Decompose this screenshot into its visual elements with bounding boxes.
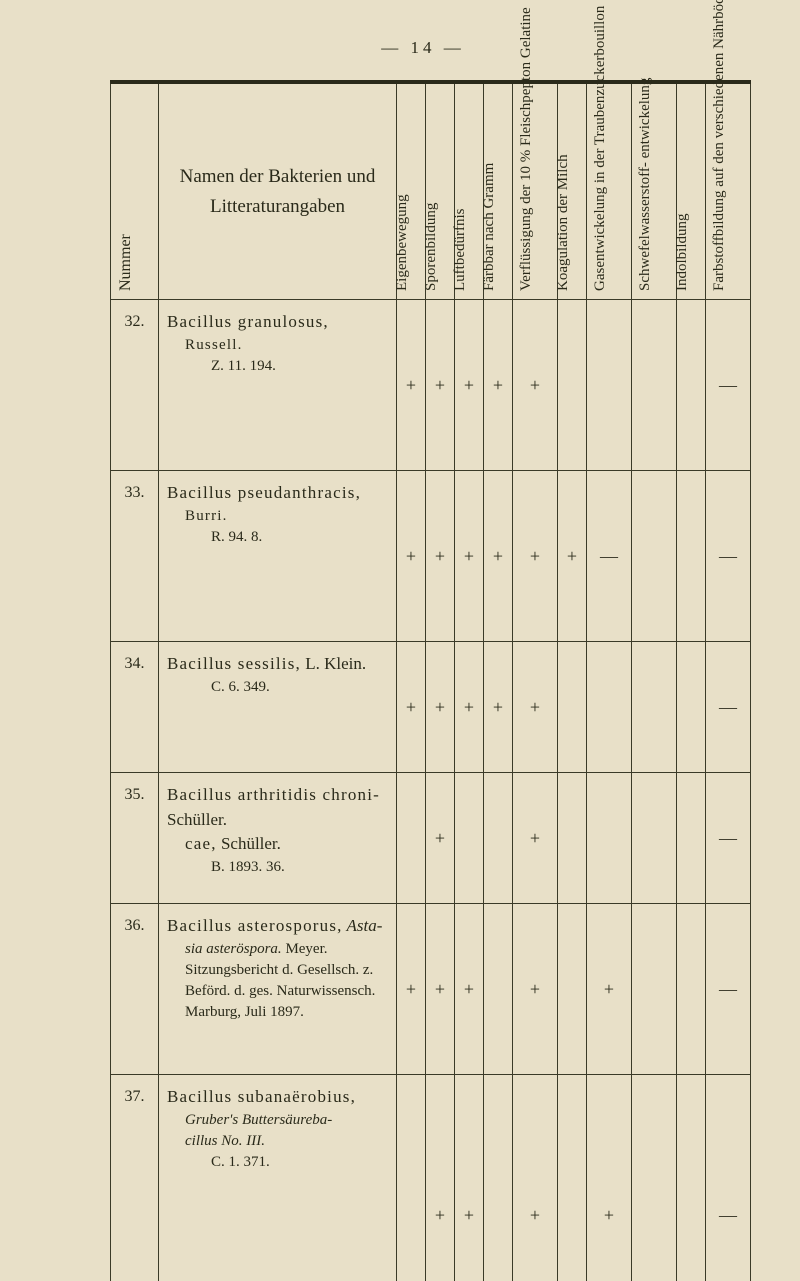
mark-cell: + [513,471,558,642]
col-rot-5: Koagulation der Milch [558,82,587,300]
col-rot-3: Färbbar nach Gramm [484,82,513,300]
mark-cell [397,1075,426,1281]
col-namen-line1: Namen der Bakterien und [180,166,376,187]
mark-cell [397,773,426,904]
row-number: 33. [111,471,159,642]
row-name: Bacillus granulosus,Russell.Z. 11. 194. [159,300,397,471]
row-name: Bacillus subanaërobius,Gruber's Buttersä… [159,1075,397,1281]
col-rot-4: Verflüssigung der 10 % Fleischpepton Gel… [513,82,558,300]
mark-cell: — [706,300,751,471]
page-number: 14 [110,38,736,58]
mark-cell [632,773,677,904]
mark-cell: — [706,904,751,1075]
mark-cell: + [397,300,426,471]
table-row: 32.Bacillus granulosus,Russell.Z. 11. 19… [111,300,751,471]
mark-cell: + [455,300,484,471]
mark-cell: + [397,642,426,773]
mark-cell [632,642,677,773]
row-number: 34. [111,642,159,773]
col-nummer-label: Nummer [117,234,135,291]
mark-cell: + [455,642,484,773]
table-row: 36.Bacillus asterosporus, Asta-sia aster… [111,904,751,1075]
mark-cell [677,300,706,471]
col-rot-8: Indolbildung [677,82,706,300]
row-number: 32. [111,300,159,471]
mark-cell: — [706,773,751,904]
table-head: Nummer Namen der Bakterien und Litteratu… [111,82,751,300]
mark-cell [677,904,706,1075]
mark-cell: — [706,642,751,773]
table-row: 35.Bacillus arthritidis chroni- Schüller… [111,773,751,904]
mark-cell [484,773,513,904]
row-name: Bacillus pseudanthracis,Burri.R. 94. 8. [159,471,397,642]
mark-cell: + [426,642,455,773]
col-rot-0: Eigenbewegung [397,82,426,300]
mark-cell: + [587,1075,632,1281]
mark-cell: + [455,904,484,1075]
mark-cell: + [426,904,455,1075]
mark-cell: + [455,471,484,642]
mark-cell: + [426,471,455,642]
mark-cell [455,773,484,904]
mark-cell [632,471,677,642]
mark-cell [558,773,587,904]
mark-cell: + [397,904,426,1075]
mark-cell: + [484,642,513,773]
table-row: 33.Bacillus pseudanthracis,Burri.R. 94. … [111,471,751,642]
row-number: 35. [111,773,159,904]
mark-cell [632,300,677,471]
mark-cell: + [587,904,632,1075]
col-rot-2: Luftbedürfnis [455,82,484,300]
mark-cell: — [706,1075,751,1281]
col-rot-1: Sporenbildung [426,82,455,300]
row-name: Bacillus asterosporus, Asta-sia asterösp… [159,904,397,1075]
mark-cell: + [513,300,558,471]
mark-cell: + [426,300,455,471]
col-namen: Namen der Bakterien und Litteraturangabe… [159,82,397,300]
table-row: 37.Bacillus subanaërobius,Gruber's Butte… [111,1075,751,1281]
mark-cell [677,773,706,904]
mark-cell [558,904,587,1075]
mark-cell [677,471,706,642]
row-name: Bacillus sessilis, L. Klein.C. 6. 349. [159,642,397,773]
mark-cell [558,1075,587,1281]
table-row: 34.Bacillus sessilis, L. Klein.C. 6. 349… [111,642,751,773]
col-namen-line2: Litteraturangaben [210,196,345,217]
bacteria-table: Nummer Namen der Bakterien und Litteratu… [110,80,751,1281]
mark-cell: + [426,1075,455,1281]
mark-cell [587,300,632,471]
mark-cell: + [513,1075,558,1281]
mark-cell: + [484,471,513,642]
mark-cell: + [397,471,426,642]
row-number: 36. [111,904,159,1075]
mark-cell [587,642,632,773]
col-rot-6: Gasentwickelung in der Traubenzuckerboui… [587,82,632,300]
mark-cell: + [426,773,455,904]
mark-cell [677,1075,706,1281]
mark-cell [484,904,513,1075]
col-nummer: Nummer [111,82,159,300]
col-rot-9: Farbstoffbildung auf den verschiedenen N… [706,82,751,300]
mark-cell: + [558,471,587,642]
mark-cell [677,642,706,773]
mark-cell [632,904,677,1075]
table-body: 32.Bacillus granulosus,Russell.Z. 11. 19… [111,300,751,1281]
mark-cell: + [455,1075,484,1281]
mark-cell: + [484,300,513,471]
mark-cell [558,300,587,471]
mark-cell [587,773,632,904]
row-number: 37. [111,1075,159,1281]
mark-cell: + [513,904,558,1075]
mark-cell [558,642,587,773]
mark-cell: — [706,471,751,642]
mark-cell: — [587,471,632,642]
mark-cell: + [513,642,558,773]
page: 14 Nummer Namen der Bakterien und Litter… [0,0,800,1281]
mark-cell: + [513,773,558,904]
mark-cell [632,1075,677,1281]
row-name: Bacillus arthritidis chroni- Schüller.ca… [159,773,397,904]
mark-cell [484,1075,513,1281]
col-rot-7: Schwefelwasserstoff- entwickelung [632,82,677,300]
